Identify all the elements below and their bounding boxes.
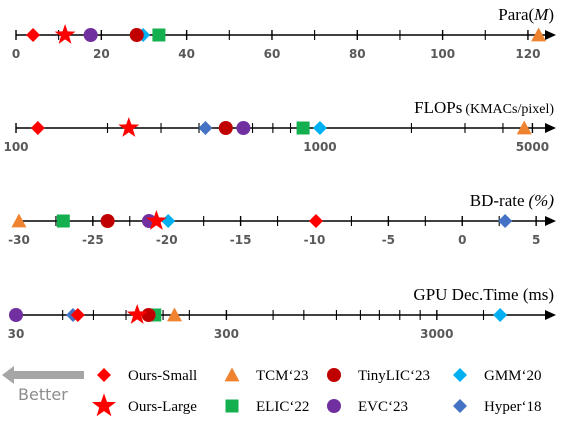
legend-item-hyper-18: Hyper‘18 [453, 399, 541, 415]
bdrate-tick-label: -10 [304, 233, 326, 247]
gpu-point-tinylic-23 [141, 308, 156, 322]
bdrate-point-hyper-18 [498, 214, 513, 228]
legend-label: Ours-Small [128, 368, 197, 384]
legend-marker-tcm-23-icon [224, 367, 240, 382]
params-tick-label: 20 [93, 47, 110, 61]
legend-item-ours-small: Ours-Small [97, 368, 197, 384]
legend-marker-ours-small-icon [97, 368, 111, 382]
bdrate-point-ours-large [145, 210, 167, 230]
flops-point-gmm-20 [312, 121, 327, 135]
params-tick-label: 60 [264, 47, 281, 61]
flops-tick-label: 1000 [303, 140, 336, 154]
flops-point-tinylic-23 [218, 121, 233, 135]
legend-marker-tinylic-23-icon [327, 368, 341, 382]
bdrate-tick-label: -30 [8, 233, 30, 247]
bdrate-point-elic-22 [56, 214, 70, 228]
better-arrow-icon [2, 366, 84, 384]
params-tick-label: 100 [430, 47, 455, 61]
params-point-tinylic-23 [129, 28, 144, 42]
gpu-point-ours-small [70, 308, 85, 322]
legend-item-evc-23: EVC‘23 [327, 399, 408, 415]
legend-item-ours-large: Ours-Large [92, 393, 197, 417]
gpu-title: GPU Dec.Time (ms) [413, 285, 554, 304]
legend-marker-hyper-18-icon [453, 399, 467, 413]
gpu-point-ours-large [126, 304, 148, 324]
legend-label: GMM‘20 [484, 368, 542, 384]
params-point-ours-small [26, 28, 41, 42]
params-axis-arrow-icon [545, 30, 556, 40]
bdrate-tick-label: 0 [458, 233, 466, 247]
flops-point-ours-small [30, 121, 45, 135]
flops-point-elic-22 [296, 121, 310, 135]
legend-label: EVC‘23 [358, 399, 408, 415]
legend-item-tcm-23: TCM‘23 [224, 367, 309, 384]
legend: Ours-Small Ours-Large TCM‘23 ELIC‘22 TinyLIC… [92, 367, 542, 417]
legend-marker-evc-23-icon [327, 399, 341, 413]
bdrate-title: BD-rate (%) [470, 191, 555, 210]
legend-marker-ours-large-icon [92, 393, 116, 417]
bdrate-point-gmm-20 [161, 214, 176, 228]
bdrate-tick-label: -20 [156, 233, 178, 247]
legend-label: TCM‘23 [256, 368, 309, 384]
params-point-tcm-23 [531, 27, 547, 42]
flops-tick-label: 5000 [516, 140, 549, 154]
bdrate-point-tcm-23 [11, 213, 27, 228]
params-point-elic-22 [152, 28, 166, 42]
params-tick-label: 80 [349, 47, 366, 61]
marks-layer [9, 24, 547, 324]
flops-point-hyper-18 [198, 121, 213, 135]
bdrate-tick-label: -5 [382, 233, 395, 247]
params-tick-label: 120 [515, 47, 540, 61]
better-label: Better [18, 385, 68, 404]
gpu-tick-label: 300 [214, 327, 239, 341]
params-title: Para(M) [498, 5, 554, 24]
flops-point-evc-23 [236, 121, 251, 135]
legend-item-gmm-20: GMM‘20 [453, 368, 542, 384]
gpu-tick-label: 3000 [420, 327, 453, 341]
bdrate-point-tinylic-23 [100, 214, 115, 228]
flops-axis-arrow-icon [545, 123, 556, 133]
gpu-axis-arrow-icon [545, 310, 556, 320]
bdrate-point-ours-small [308, 214, 323, 228]
params-point-ours-large [54, 24, 76, 44]
gpu-point-tcm-23 [167, 307, 183, 322]
gpu-point-gmm-20 [493, 308, 508, 322]
legend-label: Hyper‘18 [484, 399, 541, 415]
params-tick-label: 40 [178, 47, 195, 61]
legend-label: TinyLIC‘23 [358, 368, 430, 384]
better-indicator: Better [2, 366, 84, 404]
gpu-point-evc-23 [9, 308, 23, 322]
flops-point-ours-large [118, 117, 140, 137]
params-point-evc-23 [83, 28, 98, 42]
flops-tick-label: 100 [3, 140, 28, 154]
bdrate-tick-label: -15 [230, 233, 252, 247]
legend-item-elic-22: ELIC‘22 [225, 399, 309, 415]
flops-point-tcm-23 [516, 120, 532, 135]
legend-item-tinylic-23: TinyLIC‘23 [327, 368, 430, 384]
bdrate-tick-label: 5 [532, 233, 540, 247]
legend-marker-gmm-20-icon [453, 368, 467, 382]
bdrate-axis-arrow-icon [545, 216, 556, 226]
legend-label: ELIC‘22 [256, 399, 309, 415]
axes-layer: 0 20 40 60 80 100 120 100 1000 5000 -30 -25 -20 -15 -1… [3, 30, 556, 341]
legend-label: Ours-Large [128, 399, 197, 415]
flops-title: FLOPs (KMACs/pixel) [414, 98, 554, 117]
legend-marker-elic-22-icon [225, 399, 239, 413]
params-tick-label: 0 [12, 47, 20, 61]
bdrate-tick-label: -25 [82, 233, 104, 247]
gpu-tick-label: 30 [8, 327, 25, 341]
